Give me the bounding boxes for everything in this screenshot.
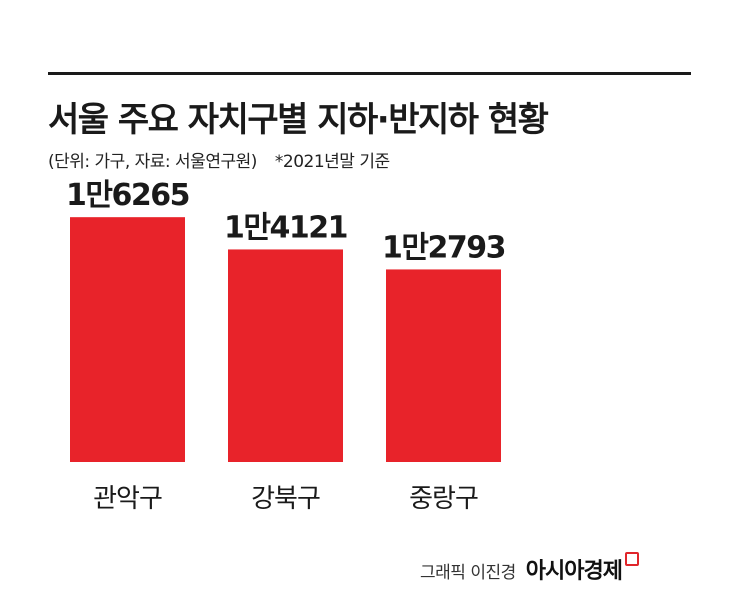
unit-source-note: (단위: 가구, 자료: 서울연구원): [48, 152, 257, 172]
graphic-credit: 그래픽 이진경: [420, 563, 516, 583]
chart-title: 서울 주요 자치구별 지하·반지하 현황: [48, 100, 549, 140]
value-label: 1만6265: [66, 178, 189, 213]
brand-logo: 아시아경제: [525, 559, 623, 584]
chart-subtitle: (단위: 가구, 자료: 서울연구원) *2021년말 기준: [48, 147, 390, 172]
bar-관악구: [70, 217, 185, 462]
bar-강북구: [228, 249, 343, 462]
category-label: 강북구: [251, 484, 320, 514]
date-basis-note: *2021년말 기준: [274, 152, 390, 172]
footer: 그래픽 이진경 아시아경제: [420, 552, 639, 585]
top-rule: [48, 72, 691, 75]
value-label: 1만4121: [224, 210, 347, 245]
value-label: 1만2793: [382, 230, 505, 265]
category-label: 중랑구: [409, 484, 478, 514]
bar-중랑구: [386, 269, 501, 462]
category-label: 관악구: [93, 484, 162, 514]
brand-mark-icon: [624, 552, 639, 566]
